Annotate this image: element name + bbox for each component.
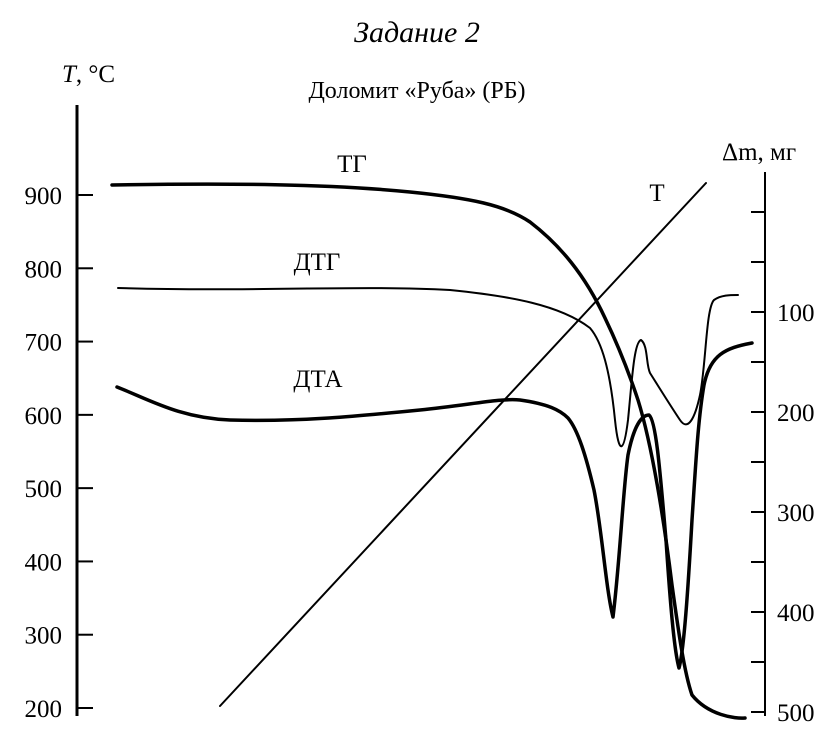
left-axis: 900 800 700 600 500 400 300 200 (25, 105, 93, 723)
right-axis-label: Δm, мг (722, 139, 796, 166)
series-line (110, 182, 747, 720)
right-axis-variable: Δm (722, 139, 758, 166)
left-axis-tick-label: 500 (25, 476, 63, 503)
left-axis-tick-label: 300 (25, 623, 63, 650)
right-axis-tick-label: 100 (777, 300, 815, 327)
left-axis-tick-label: 200 (25, 696, 63, 723)
left-axis-tick-label: 400 (25, 549, 63, 576)
series-label: ДТГ (294, 249, 341, 276)
left-axis-tick-label: 600 (25, 403, 63, 430)
chart-subtitle: Доломит «Руба» (РБ) (308, 78, 525, 104)
left-axis-variable: T (62, 61, 78, 88)
right-axis-unit: , мг (758, 139, 797, 166)
right-axis-tick-label: 500 (777, 700, 815, 727)
series-line (219, 182, 707, 707)
right-axis-tick-label: 300 (777, 500, 815, 527)
left-axis-tick-label: 700 (25, 330, 63, 357)
left-axis-unit: , °C (76, 61, 115, 88)
chart-title: Задание 2 (354, 16, 480, 49)
curves (110, 182, 754, 720)
curve-labels: ТГ ДТГ ДТА Т (293, 151, 664, 393)
left-axis-tick-label: 900 (25, 183, 63, 210)
left-axis-tick-label: 800 (25, 256, 63, 283)
right-axis-tick-label: 400 (777, 600, 815, 627)
series-label: ТГ (337, 151, 367, 178)
left-axis-label: T, °C (62, 61, 115, 88)
right-axis-tick-label: 200 (777, 400, 815, 427)
series-line (115, 341, 754, 670)
series-label: Т (649, 180, 664, 207)
series-line (117, 287, 739, 448)
series-label: ДТА (293, 366, 342, 393)
right-axis: 100 200 300 400 500 (751, 172, 815, 727)
